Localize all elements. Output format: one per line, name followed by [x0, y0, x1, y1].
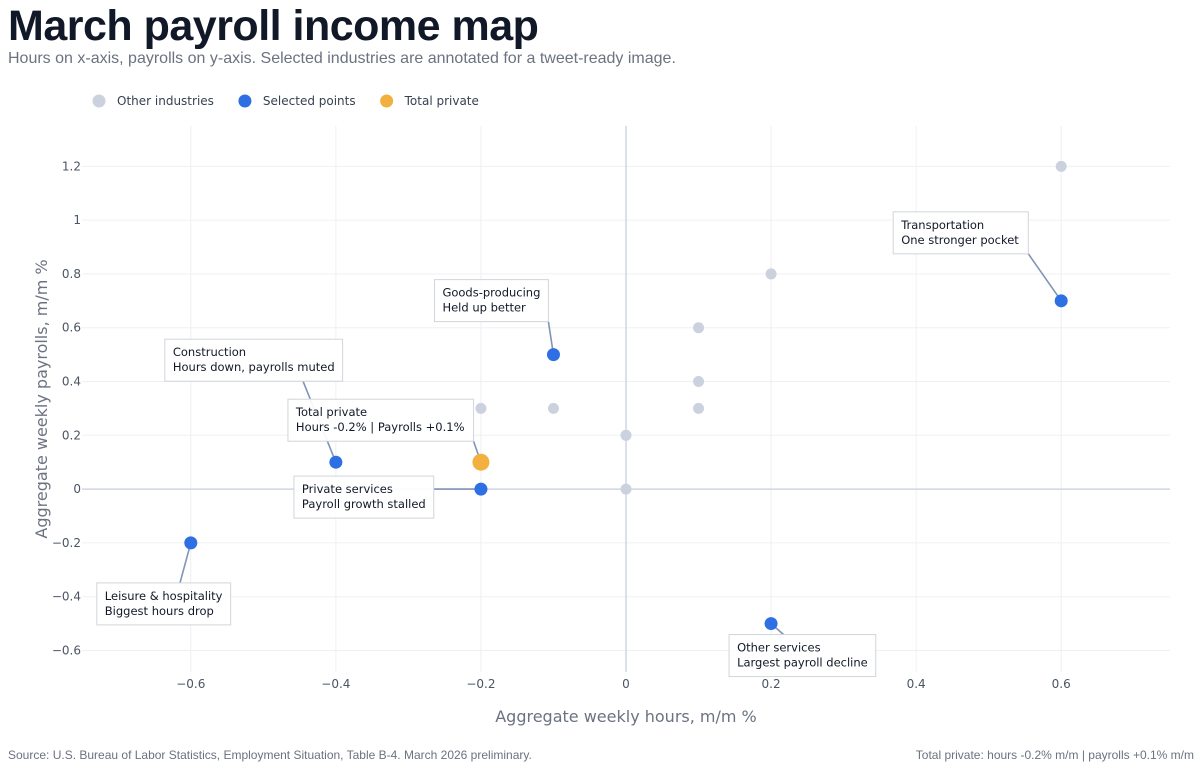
annotation-box	[96, 582, 232, 626]
x-tick-label: −0.2	[466, 677, 495, 691]
annotation-box	[892, 211, 1029, 255]
y-tick-label: 1.2	[62, 159, 81, 173]
annotation-text: Other services Largest payroll decline	[737, 641, 868, 670]
legend-label: Total private	[404, 94, 479, 108]
point-transportation[interactable]	[1054, 294, 1068, 308]
annotation-private-services: Private services Payroll growth stalled	[293, 475, 435, 519]
x-tick-label: 0.6	[1052, 677, 1071, 691]
annotation-transportation: Transportation One stronger pocket	[892, 211, 1029, 255]
annotation-construction: Construction Hours down, payrolls muted	[164, 338, 344, 382]
annotation-leisure-hospitality: Leisure & hospitality Biggest hours drop	[96, 582, 232, 626]
source-note: Source: U.S. Bureau of Labor Statistics,…	[8, 748, 532, 762]
page-subtitle: Hours on x-axis, payrolls on y-axis. Sel…	[8, 50, 676, 67]
annotation-text: Transportation One stronger pocket	[900, 218, 1019, 247]
annotation-box	[293, 475, 435, 519]
point-leisure-hospitality[interactable]	[184, 536, 198, 550]
y-tick-label: −0.6	[52, 643, 81, 657]
legend[interactable]: Other industries Selected points Total pri…	[92, 94, 479, 108]
point-other-industries[interactable]	[693, 402, 705, 414]
legend-label: Other industries	[117, 94, 214, 108]
annotation-connector	[1027, 253, 1062, 302]
annotation-connectors	[179, 253, 1062, 636]
legend-item-selected-points[interactable]: Selected points	[238, 94, 356, 108]
x-tick-label: −0.6	[176, 677, 205, 691]
axis-ticks: −0.6 −0.4 −0.2 0 0.2 0.4 0.6 −0.6 −0.4 −0.2 0 0.2 0.…	[52, 159, 1071, 691]
annotation-box	[433, 279, 549, 323]
y-tick-label: −0.4	[52, 590, 81, 604]
page-title: March payroll income map	[8, 2, 539, 50]
gridlines	[82, 126, 1170, 672]
y-tick-label: 0.8	[62, 267, 81, 281]
point-other-industries[interactable]	[475, 402, 487, 414]
y-tick-label: 0.2	[62, 428, 81, 442]
annotation-text: Construction Hours down, payrolls muted	[173, 345, 335, 374]
point-goods-producing[interactable]	[546, 348, 560, 362]
annotation-text: Private services Payroll growth stalled	[302, 482, 426, 511]
annotation-box	[287, 398, 475, 442]
y-tick-label: 0	[73, 482, 81, 496]
legend-marker	[380, 94, 394, 108]
point-other-industries[interactable]	[765, 268, 777, 280]
point-other-industries[interactable]	[693, 376, 705, 388]
x-axis-title: Aggregate weekly hours, m/m %	[495, 707, 757, 726]
point-other-industries[interactable]	[620, 483, 632, 495]
data-points[interactable]	[184, 160, 1068, 631]
legend-item-other-industries[interactable]: Other industries	[92, 94, 214, 108]
annotation-other-services: Other services Largest payroll decline	[728, 634, 877, 678]
annotation-box	[164, 338, 344, 382]
y-tick-label: 0.6	[62, 321, 81, 335]
point-other-industries[interactable]	[547, 402, 559, 414]
annotation-goods-producing: Goods-producing Held up better	[433, 279, 549, 323]
annotation-text: Total private Hours -0.2% | Payrolls +0.1…	[295, 405, 465, 434]
annotation-text: Leisure & hospitality Biggest hours drop	[105, 589, 223, 618]
scatter-chart[interactable]: −0.6 −0.4 −0.2 0 0.2 0.4 0.6 −0.6 −0.4 −0.2 0 0.2 0.…	[0, 0, 1200, 740]
x-tick-label: 0	[622, 677, 630, 691]
annotation-total-private: Total private Hours -0.2% | Payrolls +0.1…	[287, 398, 475, 442]
legend-marker	[92, 94, 106, 108]
point-private-services[interactable]	[474, 482, 488, 496]
legend-marker	[238, 94, 252, 108]
x-tick-label: −0.4	[321, 677, 350, 691]
point-other-industries[interactable]	[1055, 160, 1067, 172]
point-total-private[interactable]	[472, 453, 490, 471]
legend-item-total-private[interactable]: Total private	[380, 94, 479, 108]
summary-note: Total private: hours -0.2% m/m | payroll…	[915, 748, 1194, 762]
point-other-services[interactable]	[764, 617, 778, 631]
annotation-box	[728, 634, 877, 678]
legend-label: Selected points	[263, 94, 356, 108]
y-tick-label: 0.4	[62, 375, 81, 389]
x-tick-label: 0.4	[907, 677, 926, 691]
annotation-text: Goods-producing Held up better	[442, 286, 540, 315]
point-other-industries[interactable]	[693, 322, 705, 334]
y-axis-title: Aggregate weekly payrolls, m/m %	[32, 259, 51, 538]
y-tick-label: 1	[73, 213, 81, 227]
annotations: Leisure & hospitality Biggest hours drop C…	[96, 211, 1029, 678]
annotation-connector	[179, 542, 192, 584]
point-construction[interactable]	[329, 455, 343, 469]
point-other-industries[interactable]	[620, 429, 632, 441]
y-tick-label: −0.2	[52, 536, 81, 550]
x-tick-label: 0.2	[762, 677, 781, 691]
